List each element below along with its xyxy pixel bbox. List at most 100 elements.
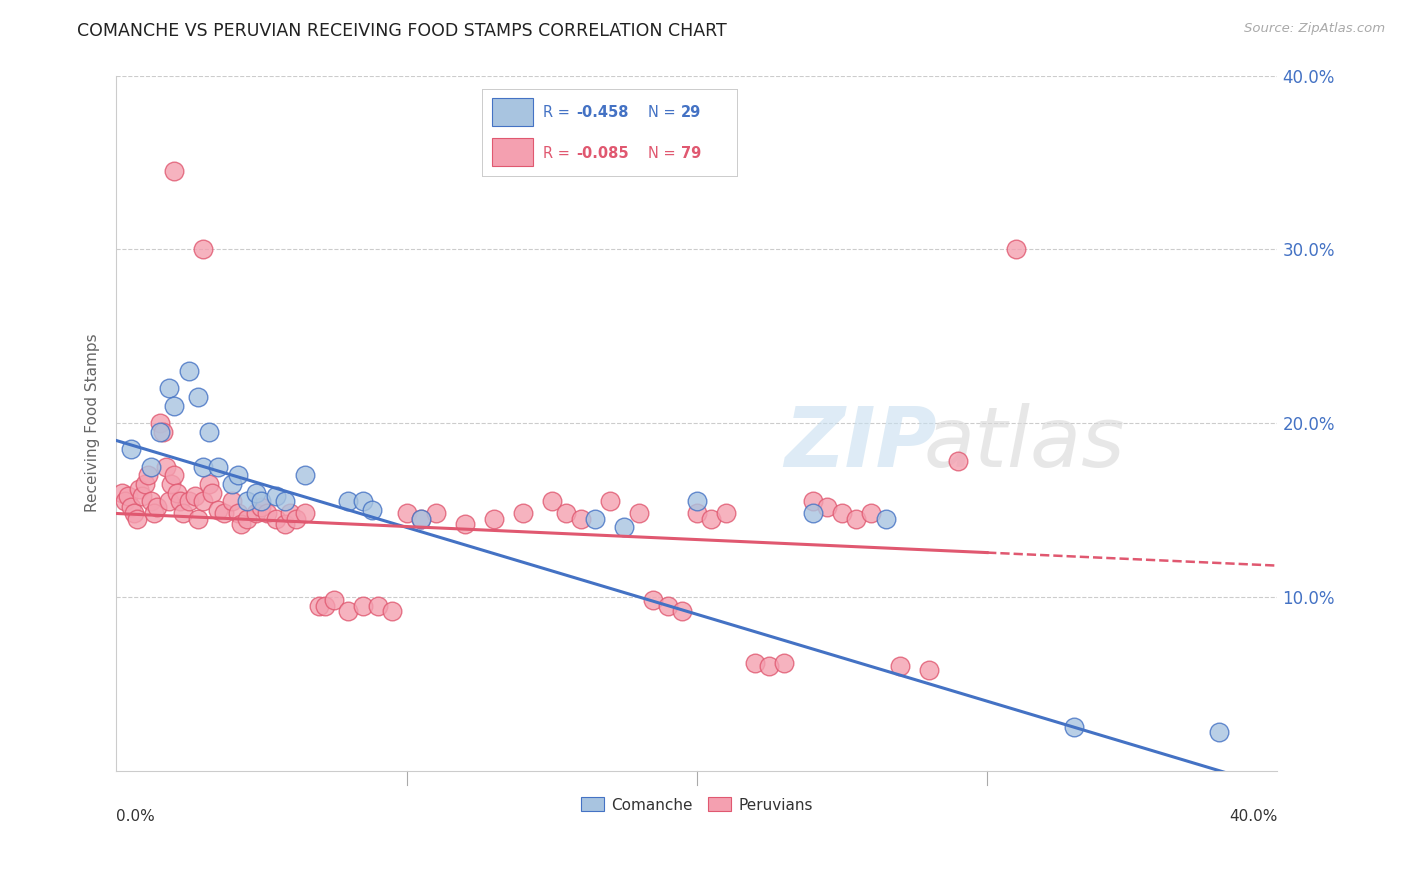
Text: ZIP: ZIP xyxy=(785,403,936,484)
Point xyxy=(114,494,136,508)
Point xyxy=(801,494,824,508)
Point xyxy=(352,599,374,613)
Point xyxy=(555,507,578,521)
Point xyxy=(425,507,447,521)
Point xyxy=(918,663,941,677)
Point xyxy=(163,164,186,178)
Point xyxy=(714,507,737,521)
Point xyxy=(236,512,259,526)
Point xyxy=(946,454,969,468)
Point xyxy=(627,507,650,521)
Point xyxy=(131,489,153,503)
Point xyxy=(773,656,796,670)
Point xyxy=(207,459,229,474)
Point xyxy=(569,512,592,526)
Point xyxy=(758,659,780,673)
Point xyxy=(187,512,209,526)
Point xyxy=(149,425,172,439)
Point xyxy=(323,593,346,607)
Point xyxy=(409,512,432,526)
Point xyxy=(117,489,139,503)
Point xyxy=(207,503,229,517)
Point xyxy=(136,468,159,483)
Point xyxy=(875,512,897,526)
Point xyxy=(657,599,679,613)
Point xyxy=(314,599,336,613)
Point xyxy=(540,494,562,508)
Point xyxy=(352,494,374,508)
Point xyxy=(482,512,505,526)
Point xyxy=(256,507,278,521)
Point xyxy=(183,489,205,503)
Point xyxy=(1208,725,1230,739)
Point xyxy=(245,485,267,500)
Point xyxy=(686,507,709,521)
Text: 40.0%: 40.0% xyxy=(1229,809,1278,824)
Point xyxy=(226,468,249,483)
Point xyxy=(111,485,134,500)
Point xyxy=(177,364,200,378)
Point xyxy=(264,489,287,503)
Point xyxy=(245,507,267,521)
Point xyxy=(801,507,824,521)
Point xyxy=(285,512,308,526)
Point xyxy=(280,507,302,521)
Point xyxy=(157,381,180,395)
Point xyxy=(1063,720,1085,734)
Point xyxy=(193,459,215,474)
Point xyxy=(643,593,665,607)
Point xyxy=(198,425,221,439)
Point xyxy=(125,512,148,526)
Point xyxy=(172,507,194,521)
Point xyxy=(157,494,180,508)
Text: Source: ZipAtlas.com: Source: ZipAtlas.com xyxy=(1244,22,1385,36)
Point xyxy=(294,468,316,483)
Point xyxy=(744,656,766,670)
Point xyxy=(360,503,382,517)
Point xyxy=(889,659,911,673)
Point xyxy=(155,459,177,474)
Point xyxy=(859,507,882,521)
Point xyxy=(686,494,709,508)
Point xyxy=(193,243,215,257)
Point xyxy=(512,507,534,521)
Point xyxy=(337,604,360,618)
Point xyxy=(198,477,221,491)
Point xyxy=(120,442,142,457)
Point xyxy=(221,477,243,491)
Point xyxy=(700,512,723,526)
Point xyxy=(149,416,172,430)
Y-axis label: Receiving Food Stamps: Receiving Food Stamps xyxy=(86,334,100,512)
Point xyxy=(395,507,418,521)
Text: 0.0%: 0.0% xyxy=(117,809,155,824)
Point xyxy=(599,494,621,508)
Point xyxy=(177,494,200,508)
Point xyxy=(160,477,183,491)
Point xyxy=(163,468,186,483)
Point xyxy=(453,516,475,531)
Point xyxy=(817,500,839,514)
Point xyxy=(169,494,191,508)
Point xyxy=(134,477,156,491)
Point xyxy=(583,512,606,526)
Point xyxy=(221,494,243,508)
Point xyxy=(163,399,186,413)
Point xyxy=(337,494,360,508)
Point xyxy=(250,494,273,508)
Point xyxy=(193,494,215,508)
Point xyxy=(120,500,142,514)
Point xyxy=(613,520,636,534)
Point xyxy=(139,459,162,474)
Point xyxy=(308,599,330,613)
Point xyxy=(409,512,432,526)
Point xyxy=(226,507,249,521)
Legend: Comanche, Peruvians: Comanche, Peruvians xyxy=(575,791,820,819)
Point xyxy=(367,599,389,613)
Point xyxy=(139,494,162,508)
Point xyxy=(143,507,166,521)
Point xyxy=(152,425,174,439)
Point xyxy=(122,507,145,521)
Point xyxy=(273,494,295,508)
Point xyxy=(831,507,853,521)
Text: atlas: atlas xyxy=(924,403,1125,484)
